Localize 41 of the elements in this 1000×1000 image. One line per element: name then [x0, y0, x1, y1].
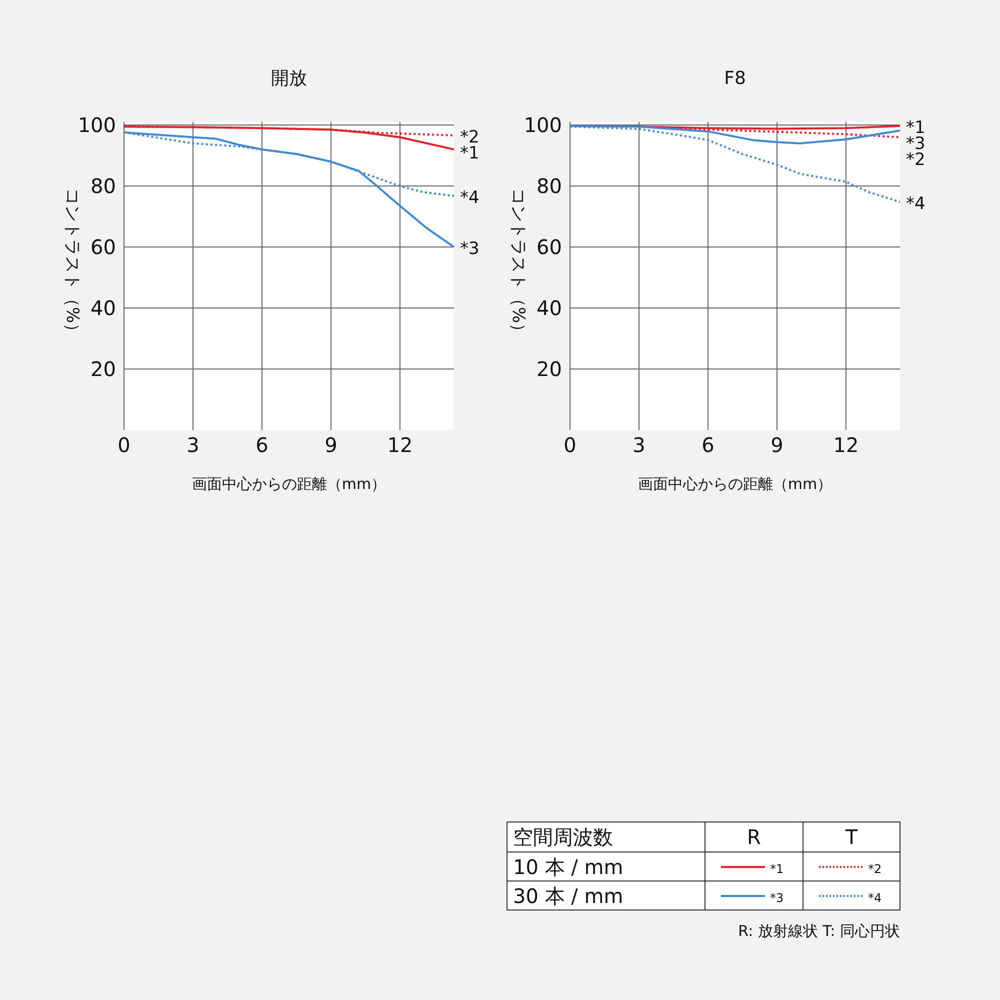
text: *4 — [868, 891, 882, 905]
y-axis-title: コントラスト（%） — [62, 188, 82, 340]
x-tick-label: 3 — [186, 433, 200, 457]
x-tick-label: 3 — [632, 433, 646, 457]
y-tick-label: 80 — [536, 174, 562, 198]
y-tick-label: 100 — [78, 113, 116, 138]
series-label: *4 — [460, 188, 480, 208]
y-axis-title: コントラスト（%） — [508, 188, 528, 340]
x-tick-label: 0 — [564, 433, 576, 457]
x-tick-label: 6 — [256, 433, 268, 457]
x-tick-label: 6 — [702, 433, 714, 457]
text: 空間周波数 — [513, 825, 613, 849]
y-tick-label: 100 — [524, 113, 562, 138]
series-label: *3 — [460, 239, 480, 260]
x-tick-label: 9 — [324, 433, 338, 457]
y-tick-label: 20 — [536, 357, 562, 382]
y-tick-label: 40 — [90, 296, 116, 320]
y-tick-label: 80 — [90, 174, 116, 198]
y-tick-label: 60 — [536, 235, 562, 260]
x-tick-label: 12 — [387, 433, 413, 457]
text: *3 — [770, 891, 784, 905]
chart-title: F8 — [724, 68, 746, 89]
text: *2 — [868, 862, 882, 876]
x-tick-label: 12 — [833, 433, 859, 457]
text: R — [747, 825, 762, 849]
series-label: *1 — [460, 143, 480, 164]
text: 10 本 / mm — [513, 855, 624, 879]
text: *1 — [770, 862, 784, 876]
series-label: *4 — [906, 194, 926, 214]
x-tick-label: 9 — [770, 433, 784, 457]
x-tick-label: 0 — [118, 433, 130, 457]
x-axis-title: 画面中心からの距離（mm） — [192, 475, 386, 493]
series-label: *2 — [906, 150, 926, 170]
y-tick-label: 20 — [90, 357, 116, 382]
y-tick-label: 40 — [536, 296, 562, 320]
x-axis-title: 画面中心からの距離（mm） — [638, 475, 832, 493]
y-tick-label: 60 — [90, 235, 116, 260]
text: 30 本 / mm — [513, 884, 624, 908]
text: T — [844, 825, 858, 849]
text: R: 放射線状 T: 同心円状 — [738, 922, 900, 940]
chart-title: 開放 — [271, 68, 307, 89]
